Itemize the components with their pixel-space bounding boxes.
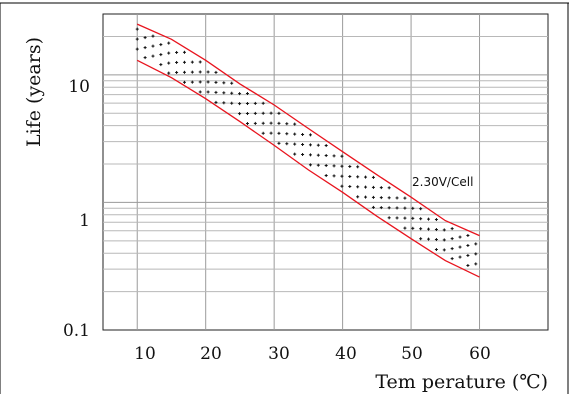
- upper-life-line: [136, 23, 480, 237]
- x-tick-label: 50: [401, 344, 423, 364]
- series-lines: [136, 23, 480, 278]
- y-tick-label: 10: [68, 77, 90, 97]
- x-tick-label: 20: [200, 344, 222, 364]
- band-fill-dots: [135, 27, 478, 267]
- y-tick-label: 1: [79, 211, 90, 231]
- y-axis-title: Life (years): [23, 37, 45, 147]
- x-tick-label: 10: [134, 344, 156, 364]
- voltage-annotation: 2.30V/Cell: [412, 175, 473, 189]
- grid-lines: [103, 14, 548, 330]
- x-tick-label: 60: [469, 344, 491, 364]
- x-tick-labels: 10 20 30 40 50 60: [134, 344, 491, 364]
- y-tick-labels: 0.1 1 10: [63, 77, 90, 341]
- lower-life-line: [136, 59, 480, 278]
- x-tick-label: 40: [335, 344, 357, 364]
- x-axis-title: Tem perature (℃): [375, 371, 548, 393]
- x-tick-label: 30: [268, 344, 290, 364]
- y-tick-label: 0.1: [63, 321, 90, 341]
- plot-area: [102, 13, 549, 331]
